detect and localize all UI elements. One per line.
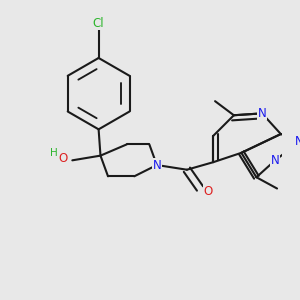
Text: Cl: Cl: [93, 17, 104, 30]
Text: N: N: [152, 158, 161, 172]
Text: H: H: [50, 148, 57, 158]
Text: O: O: [204, 185, 213, 198]
Text: N: N: [271, 154, 280, 167]
Text: N: N: [295, 135, 300, 148]
Text: N: N: [258, 107, 266, 120]
Text: O: O: [58, 152, 68, 165]
